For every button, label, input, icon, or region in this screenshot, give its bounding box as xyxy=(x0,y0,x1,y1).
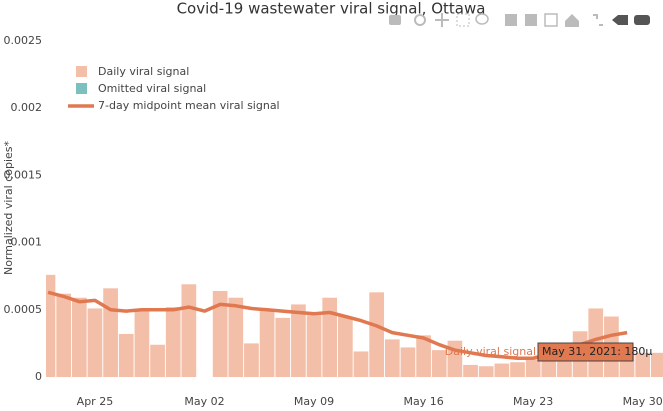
autoscale-button[interactable] xyxy=(544,13,558,27)
x-tick-label: Apr 25 xyxy=(77,395,114,408)
bar xyxy=(478,366,494,377)
y-tick-label: 0.0015 xyxy=(4,168,43,181)
chart-title: Covid-19 wastewater viral signal, Ottawa xyxy=(177,0,486,18)
y-tick-label: 0.002 xyxy=(11,101,43,114)
bar xyxy=(369,292,385,377)
bar xyxy=(103,288,118,377)
x-tick-label: May 02 xyxy=(184,395,224,408)
hover-compare-button[interactable] xyxy=(634,15,650,25)
bar xyxy=(400,347,416,377)
legend-label: Omitted viral signal xyxy=(98,82,206,95)
bar xyxy=(228,297,244,377)
bar xyxy=(46,274,56,377)
axes: 0 0.0005 0.001 0.0015 0.002 0.0025 Apr 25 May 0… xyxy=(4,34,663,408)
y-tick-label: 0.0005 xyxy=(4,303,43,316)
spike-button[interactable] xyxy=(593,14,603,26)
bar xyxy=(510,362,525,377)
bar xyxy=(337,316,353,377)
box-select-button[interactable] xyxy=(456,13,470,27)
bar xyxy=(212,290,228,377)
zoom-button[interactable] xyxy=(414,14,426,26)
legend-swatch xyxy=(76,66,87,77)
legend-swatch xyxy=(76,83,87,94)
y-tick-label: 0.0025 xyxy=(4,34,43,47)
bar xyxy=(322,297,338,377)
bar xyxy=(431,350,447,377)
bar xyxy=(635,352,651,377)
zoom-out-button[interactable] xyxy=(525,14,537,26)
lasso-button[interactable] xyxy=(475,13,489,25)
line xyxy=(47,290,628,360)
x-tick-label: May 30 xyxy=(623,395,663,408)
bar xyxy=(463,364,478,377)
x-tick-label: May 09 xyxy=(294,395,334,408)
bar xyxy=(384,339,400,377)
zoom-in-button[interactable] xyxy=(505,14,517,26)
bar xyxy=(650,352,663,377)
y-tick-label: 0.001 xyxy=(11,236,43,249)
x-tick-label: May 16 xyxy=(403,395,443,408)
tooltip: Daily viral signal May 31, 2021: 180µ xyxy=(445,342,652,362)
toolbar[interactable] xyxy=(389,13,650,27)
bar xyxy=(291,304,306,377)
tooltip-text: May 31, 2021: 180µ xyxy=(542,345,652,358)
bar xyxy=(181,284,197,377)
camera-button[interactable] xyxy=(389,15,401,25)
y-axis-label: Normalized viral copies* xyxy=(2,140,15,275)
bar xyxy=(416,335,431,377)
bar xyxy=(525,359,541,377)
bar xyxy=(259,309,275,377)
bar xyxy=(87,308,103,377)
bar xyxy=(353,351,369,377)
hover-closest-button[interactable] xyxy=(612,15,628,25)
bars xyxy=(46,274,663,377)
lines xyxy=(47,290,628,360)
bar xyxy=(71,297,87,377)
x-tick-label: May 23 xyxy=(513,395,553,408)
tooltip-name: Daily viral signal xyxy=(445,345,536,358)
bar xyxy=(118,333,134,377)
bar xyxy=(306,315,322,377)
bar xyxy=(134,309,150,377)
pan-button[interactable] xyxy=(435,13,449,27)
tooltip-box xyxy=(537,342,634,362)
legend-label: 7-day midpoint mean viral signal xyxy=(98,99,280,112)
y-tick-label: 0 xyxy=(35,370,42,383)
bar xyxy=(244,343,259,377)
legend: Daily viral signal Omitted viral signal 7-… xyxy=(68,65,280,112)
bar xyxy=(494,363,510,377)
reset-button[interactable] xyxy=(565,14,579,27)
bar xyxy=(150,344,165,377)
bar xyxy=(275,317,291,377)
bar xyxy=(56,293,72,377)
bar xyxy=(165,307,181,377)
legend-label: Daily viral signal xyxy=(98,65,189,78)
